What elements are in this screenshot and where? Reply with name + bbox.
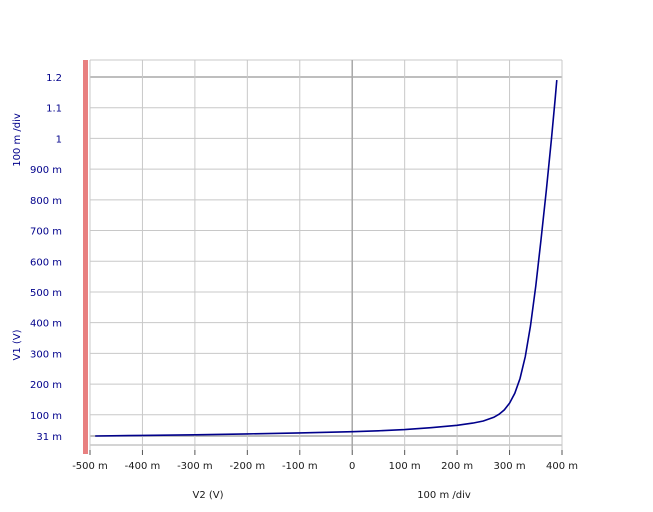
y-tick-label: 600 m — [30, 257, 62, 268]
y-tick-label: 400 m — [30, 319, 62, 330]
y-tick-label: 1 — [56, 134, 62, 145]
x-tick-label: 200 m — [441, 461, 473, 472]
plot-background — [88, 60, 562, 450]
y-tick-label: 31 m — [36, 432, 62, 443]
x-tick-label: -500 m — [72, 461, 108, 472]
y-axis-label: V1 (V) — [12, 329, 23, 360]
y-tick-label: 700 m — [30, 227, 62, 238]
y-axis-ticks: 31 m 100 m 200 m 300 m 400 m 500 m 600 m 700 m 8… — [30, 73, 62, 443]
left-axis-bar[interactable] — [83, 60, 88, 454]
series-trace — [95, 80, 558, 437]
x-axis-label: V2 (V) — [192, 490, 223, 501]
y-tick-label: 1.2 — [46, 73, 62, 84]
y-tick-label: 300 m — [30, 349, 62, 360]
y-scale-label: 100 m /div — [12, 113, 23, 167]
y-tick-label: 500 m — [30, 288, 62, 299]
x-axis-ticks: -500 m -400 m -300 m -200 m -100 m 0 100 m 200 … — [72, 450, 578, 472]
y-tick-label: 100 m — [30, 411, 62, 422]
y-tick-label: 900 m — [30, 165, 62, 176]
x-tick-label: 400 m — [546, 461, 578, 472]
y-tick-label: 200 m — [30, 380, 62, 391]
x-tick-label: -100 m — [282, 461, 318, 472]
y-tick-label: 1.1 — [46, 104, 62, 115]
x-scale-label: 100 m /div — [417, 490, 471, 501]
grid — [89, 59, 563, 450]
x-tick-label: -200 m — [230, 461, 266, 472]
x-tick-label: -400 m — [125, 461, 161, 472]
x-tick-label: -300 m — [177, 461, 213, 472]
x-tick-label: 100 m — [389, 461, 421, 472]
y-tick-label: 800 m — [30, 196, 62, 207]
x-tick-label: 0 — [349, 461, 355, 472]
x-tick-label: 300 m — [494, 461, 526, 472]
